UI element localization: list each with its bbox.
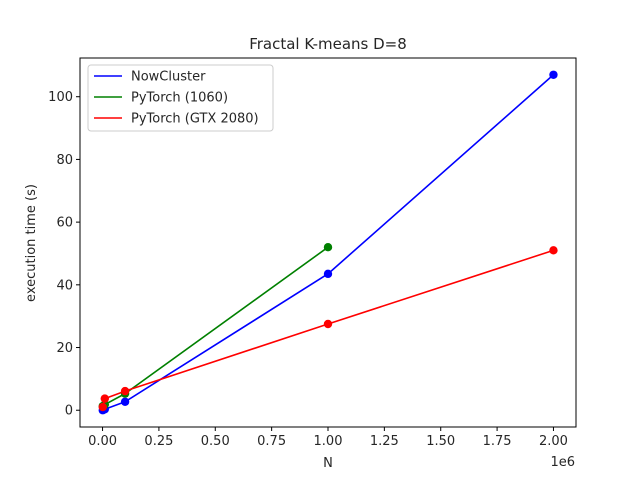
x-tick-label: 2.00: [539, 434, 568, 449]
data-point: [323, 319, 333, 329]
x-tick-label: 0.50: [201, 434, 230, 449]
y-axis: 0 20 40 60 80 100: [48, 90, 80, 419]
x-tick-label: 0.75: [257, 434, 286, 449]
data-point: [323, 243, 333, 252]
legend: NowCluster PyTorch (1060) PyTorch (GTX 208…: [87, 64, 274, 132]
x-tick-label: 0.25: [144, 434, 173, 449]
x-axis-offset-label: 1e6: [550, 455, 575, 470]
y-tick-label: 20: [56, 341, 73, 356]
data-point: [120, 397, 130, 406]
legend-label: PyTorch (1060): [131, 91, 228, 106]
data-point: [549, 70, 558, 79]
y-tick-label: 40: [56, 278, 73, 293]
y-tick-label: 80: [56, 153, 73, 168]
x-tick-label: 1.75: [483, 434, 512, 449]
y-tick-label: 0: [65, 404, 73, 419]
y-axis-label: execution time (s): [24, 184, 39, 302]
legend-label: PyTorch (GTX 2080): [131, 112, 259, 127]
series-layer: [98, 70, 558, 415]
y-tick-label: 100: [48, 90, 73, 105]
x-axis: 0.00 0.25 0.50 0.75 1.00 1.25 1.50 1.75 2.00: [88, 427, 568, 449]
data-point: [120, 386, 130, 396]
x-tick-label: 1.25: [370, 434, 399, 449]
data-point: [549, 246, 558, 255]
data-point: [98, 402, 107, 412]
y-tick-label: 60: [56, 216, 73, 231]
series-2: [98, 246, 558, 412]
data-point: [323, 269, 333, 279]
legend-item: NowCluster: [94, 70, 206, 85]
legend-box: [87, 64, 274, 132]
legend-label: NowCluster: [131, 70, 206, 85]
legend-item: PyTorch (GTX 2080): [94, 112, 259, 127]
x-axis-label: N: [323, 456, 333, 471]
x-tick-label: 1.50: [426, 434, 455, 449]
data-point: [100, 394, 110, 403]
x-tick-label: 1.00: [314, 434, 343, 449]
x-tick-label: 0.00: [88, 434, 117, 449]
legend-item: PyTorch (1060): [94, 91, 228, 106]
chart-title: Fractal K-means D=8: [249, 35, 407, 53]
